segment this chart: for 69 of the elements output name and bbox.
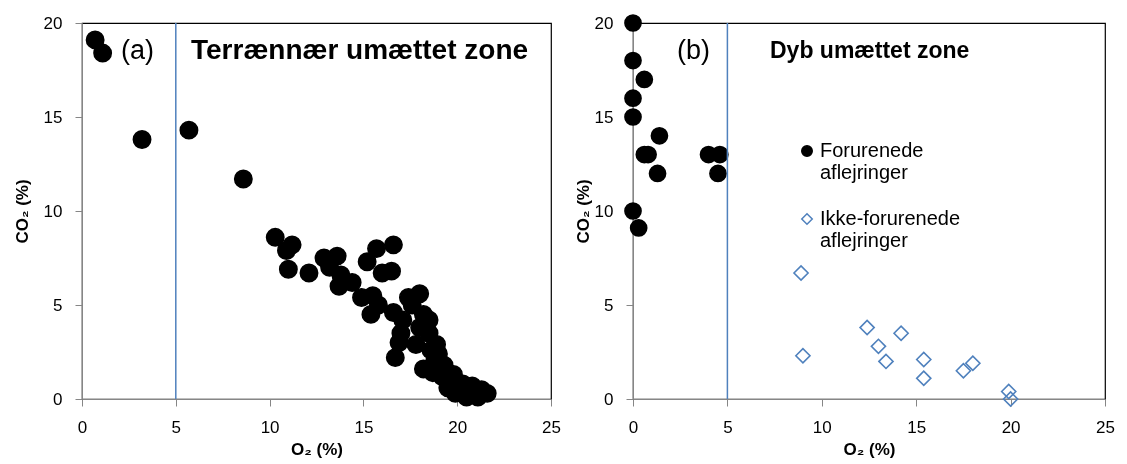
point: [278, 259, 298, 279]
point: [629, 219, 648, 237]
point: [624, 89, 642, 108]
point: [93, 43, 113, 63]
x-tick-label: 10: [260, 417, 280, 437]
point: [635, 70, 654, 89]
x-tick-label: 10: [812, 417, 832, 437]
point: [624, 51, 642, 70]
point: [1002, 391, 1019, 407]
point: [282, 235, 302, 255]
point: [624, 202, 642, 220]
point: [795, 347, 811, 364]
point: [878, 353, 894, 370]
y-tick-label: 5: [53, 295, 63, 315]
x-tick-label: 25: [1096, 417, 1115, 437]
annotation: (a): [121, 35, 154, 65]
point: [915, 370, 932, 387]
point: [265, 227, 285, 247]
x-tick-label: 20: [448, 417, 468, 437]
y-axis-title: CO₂ (%): [573, 179, 593, 244]
x-tick-label: 0: [77, 417, 88, 437]
x-tick-label: 5: [723, 417, 733, 437]
point: [179, 120, 199, 140]
point: [915, 351, 932, 368]
point: [361, 304, 381, 324]
point: [1000, 383, 1017, 400]
y-tick-label: 10: [43, 201, 63, 221]
point: [964, 355, 981, 372]
point: [709, 164, 727, 183]
y-tick-label: 15: [594, 107, 614, 127]
legend-label: Ikke-forurenede aflejringer: [820, 207, 961, 251]
point: [299, 263, 319, 283]
point: [870, 338, 887, 355]
point: [357, 252, 377, 272]
point: [382, 261, 401, 281]
text: Dyb umættet zone: [770, 37, 970, 63]
point: [648, 164, 667, 183]
legend-label: Forurenede aflejringer: [820, 139, 924, 183]
point: [406, 335, 426, 354]
point: [385, 348, 405, 368]
point: [132, 130, 152, 149]
y-tick-label: 0: [604, 389, 614, 409]
point: [893, 325, 909, 342]
y-tick-label: 10: [594, 201, 614, 221]
point: [624, 108, 642, 126]
x-tick-label: 25: [542, 417, 561, 437]
point: [367, 239, 386, 259]
x-tick-label: 20: [1001, 417, 1021, 437]
point: [793, 265, 809, 281]
y-tick-label: 20: [43, 13, 63, 33]
point: [233, 169, 253, 189]
point: [859, 319, 875, 336]
x-axis-title: O₂ (%): [843, 439, 896, 459]
y-tick-label: 15: [43, 107, 63, 127]
y-axis-title: CO₂ (%): [12, 179, 32, 244]
x-axis-title: O₂ (%): [291, 439, 343, 459]
x-tick-label: 0: [628, 417, 639, 437]
y-tick-label: 0: [53, 389, 63, 409]
annotation: (b): [677, 35, 710, 65]
y-tick-label: 20: [594, 13, 614, 33]
x-tick-label: 5: [171, 417, 182, 437]
x-tick-label: 15: [907, 417, 927, 437]
chart-title: Terrænnær umættet zone: [191, 34, 529, 65]
point: [955, 362, 972, 379]
point: [383, 235, 403, 255]
y-tick-label: 5: [604, 295, 614, 315]
point: [624, 14, 642, 32]
x-tick-label: 15: [354, 417, 374, 437]
point: [650, 126, 669, 145]
